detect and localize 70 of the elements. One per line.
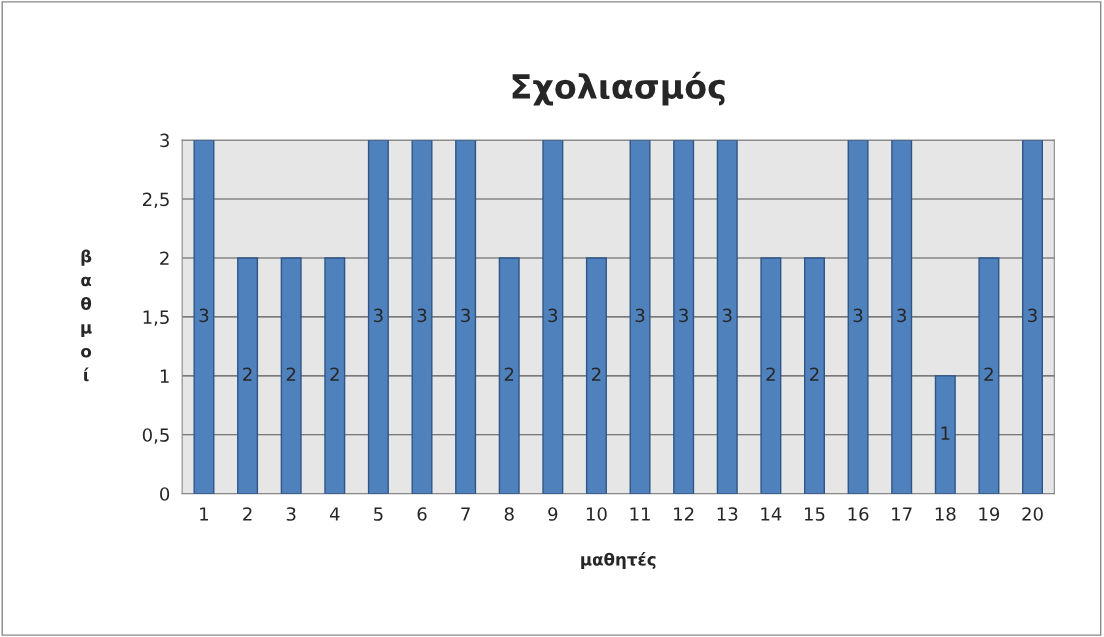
- x-tick-label: 5: [374, 507, 383, 521]
- bar: [891, 140, 913, 494]
- chart-title: Σχολιασμός: [512, 71, 725, 106]
- x-tick-label: 17: [892, 507, 912, 521]
- x-tick-label: 10: [586, 507, 607, 521]
- x-tick-label: 12: [674, 507, 694, 521]
- bar: [237, 257, 259, 494]
- x-tick-label: 18: [935, 507, 956, 521]
- x-tick-label: 14: [761, 507, 782, 521]
- bar: [324, 257, 346, 494]
- data-label: 2: [766, 367, 775, 381]
- x-tick-label: 16: [848, 507, 869, 521]
- data-label: 2: [330, 367, 339, 381]
- y-tick-label: 1: [160, 369, 169, 383]
- x-tick-label: 19: [979, 507, 1000, 521]
- data-label: 3: [199, 308, 209, 323]
- bar: [193, 140, 215, 494]
- data-label: 3: [722, 308, 732, 323]
- x-tick-label: 6: [417, 507, 427, 521]
- bar: [411, 140, 433, 494]
- bar: [498, 257, 520, 494]
- x-tick-label: 20: [1022, 507, 1043, 521]
- bar: [716, 140, 738, 494]
- data-label: 3: [635, 308, 645, 323]
- x-axis-title: μαθητές: [581, 552, 656, 569]
- y-tick-label: 2: [160, 251, 169, 265]
- y-tick-label: 0: [160, 487, 170, 501]
- bar: [455, 140, 477, 494]
- y-axis-title: βαθμοί: [81, 249, 92, 382]
- y-tick-label: 3: [160, 133, 169, 148]
- bar: [934, 375, 956, 494]
- x-tick-label: 4: [329, 507, 340, 521]
- bar: [1022, 140, 1044, 494]
- bar: [803, 257, 825, 494]
- data-label: 1: [941, 426, 950, 440]
- bar: [978, 257, 1000, 494]
- data-label: 2: [504, 367, 514, 381]
- data-label: 2: [592, 367, 601, 381]
- bar: [760, 257, 782, 494]
- bar: [629, 140, 651, 494]
- data-label: 2: [810, 367, 819, 381]
- data-label: 3: [417, 308, 427, 323]
- x-tick-label: 7: [461, 507, 470, 521]
- data-label: 3: [548, 308, 558, 323]
- data-label: 2: [286, 367, 296, 381]
- data-label: 2: [243, 367, 252, 381]
- bar: [585, 257, 607, 494]
- x-tick-label: 1: [200, 507, 209, 521]
- bar: [280, 257, 302, 494]
- data-label: 3: [897, 308, 906, 323]
- x-tick-label: 2: [243, 507, 252, 521]
- data-label: 2: [984, 367, 993, 381]
- y-tick-label: 1,5: [143, 310, 169, 326]
- bar: [542, 140, 564, 494]
- bar: [847, 140, 869, 494]
- y-tick-label: 2,5: [142, 192, 169, 209]
- data-label: 3: [374, 308, 383, 323]
- bar: [367, 140, 389, 494]
- data-label: 3: [1028, 308, 1037, 323]
- data-label: 3: [461, 308, 470, 323]
- x-tick-label: 3: [286, 507, 296, 521]
- x-tick-label: 8: [504, 507, 514, 521]
- x-tick-label: 11: [630, 507, 650, 521]
- data-label: 3: [853, 308, 863, 323]
- x-tick-label: 13: [717, 507, 738, 521]
- data-label: 3: [679, 308, 688, 323]
- bar: [673, 140, 695, 494]
- x-tick-label: 9: [548, 507, 558, 521]
- y-tick-label: 0,5: [142, 428, 169, 444]
- x-tick-label: 15: [804, 507, 825, 521]
